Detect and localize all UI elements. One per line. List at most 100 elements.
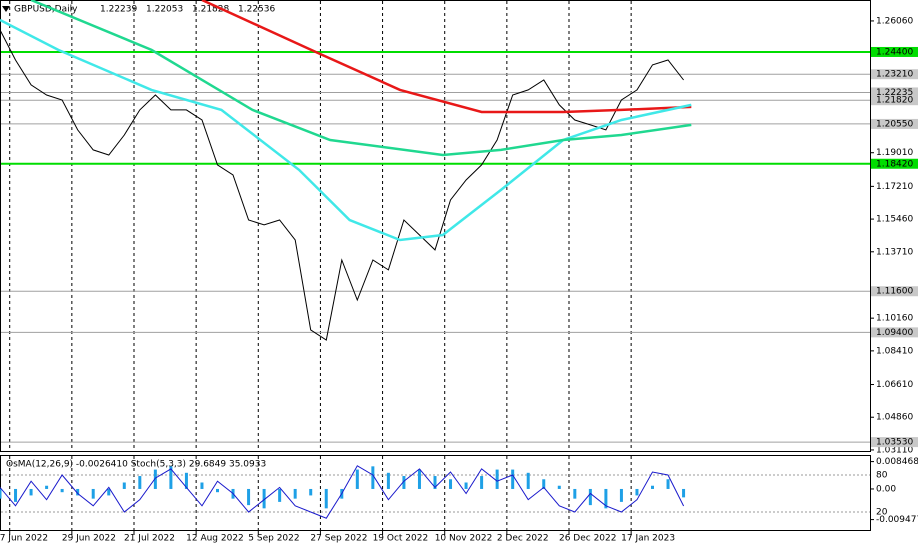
x-tick-label: 12 Aug 2022 <box>186 534 244 544</box>
ohlc-value: 1.22053 <box>146 5 183 15</box>
osma-bar <box>216 488 219 493</box>
level-label-box <box>871 46 918 57</box>
osma-bar <box>480 476 484 489</box>
osma-bar <box>417 469 421 489</box>
level-label-box <box>871 158 918 169</box>
osma-bar <box>153 469 157 489</box>
level-label: 1.03530 <box>876 438 913 448</box>
osma-bar <box>247 488 251 506</box>
osma-bar <box>122 482 126 489</box>
ohlc-value: 1.22239 <box>100 5 137 15</box>
indicator-title: OsMA(12,26,9) -0.0026410 Stoch(5,3,3) 29… <box>6 460 266 470</box>
y-tick-label: 1.03110 <box>876 445 913 455</box>
y-tick-label: 1.08410 <box>876 346 913 356</box>
level-label: 1.11600 <box>876 287 913 297</box>
osma-bar <box>91 488 95 499</box>
osma-bar <box>511 469 515 489</box>
y-tick-label: 1.10160 <box>876 314 913 324</box>
osma-bar <box>386 472 390 489</box>
osma-bar <box>542 479 546 489</box>
y-tick-label: 1.13710 <box>876 247 913 257</box>
y2-tick-label: 20 <box>876 508 888 518</box>
osma-bar <box>588 488 592 506</box>
osma-bar <box>324 488 328 509</box>
osma-bar <box>682 488 686 498</box>
series-line <box>0 18 692 242</box>
level-label-box <box>871 327 918 338</box>
osma-bar <box>619 488 623 502</box>
osma-bar <box>371 466 375 489</box>
level-label: 1.18420 <box>876 159 913 169</box>
y-tick-label: 1.17210 <box>876 182 913 192</box>
level-label: 1.22235 <box>876 88 913 98</box>
osma-bar <box>557 485 561 489</box>
ohlc-value: 1.22536 <box>238 5 275 15</box>
osma-bar <box>76 488 80 496</box>
osma-bar <box>495 469 499 489</box>
y-tick-label: 1.15460 <box>876 215 913 225</box>
y-tick-label: 1.19010 <box>876 148 913 158</box>
level-label: 1.09400 <box>876 328 913 338</box>
osma-bar <box>14 488 18 502</box>
osma-bar <box>651 485 654 489</box>
osma-bar <box>355 469 359 489</box>
x-tick-label: 26 Dec 2022 <box>559 534 617 544</box>
level-label-box <box>871 286 918 297</box>
osma-bar <box>29 488 33 496</box>
y-tick-label: 0.00 <box>876 484 896 494</box>
level-label: 1.23210 <box>876 70 913 80</box>
main-panel-frame <box>0 0 871 452</box>
series-line <box>0 29 684 341</box>
osma-bar <box>60 488 64 493</box>
osma-bar <box>464 482 468 489</box>
y-tick-label: 0.0084682 <box>876 457 918 467</box>
osma-bar <box>433 476 437 489</box>
osma-bar <box>635 488 639 496</box>
symbol-title: GBPUSD,Daily <box>14 5 78 15</box>
level-label-box <box>871 69 918 80</box>
osma-bar <box>184 472 188 489</box>
osma-bar <box>262 488 266 509</box>
osma-bar <box>107 488 111 496</box>
osma-bar <box>402 476 406 489</box>
x-tick-label: 21 Jul 2022 <box>124 534 175 544</box>
level-label-box <box>871 95 918 106</box>
osma-bar <box>0 488 2 499</box>
level-label-box <box>871 437 918 448</box>
osma-bar <box>309 488 313 496</box>
x-tick-label: 29 Jun 2022 <box>62 534 116 544</box>
osma-bar <box>604 488 608 509</box>
osma-bar <box>169 466 173 489</box>
level-label: 1.20550 <box>876 119 913 129</box>
level-label-box <box>871 87 918 98</box>
osma-bar <box>449 479 453 489</box>
level-label-box <box>871 118 918 129</box>
level-label: 1.24400 <box>876 47 913 57</box>
x-tick-label: 5 Sep 2022 <box>248 534 299 544</box>
osma-bar <box>526 472 530 489</box>
osma-bar <box>666 479 670 489</box>
x-tick-label: 7 Jun 2022 <box>0 534 48 544</box>
y-tick-label: -0.009477 <box>876 515 918 525</box>
ohlc-value: 1.21828 <box>192 5 229 15</box>
x-tick-label: 19 Oct 2022 <box>373 534 429 544</box>
y-tick-label: 1.04860 <box>876 413 913 423</box>
osma-bar <box>45 485 49 489</box>
x-tick-label: 17 Jan 2023 <box>621 534 675 544</box>
y-tick-label: 1.06610 <box>876 380 913 390</box>
series-line <box>30 0 692 157</box>
level-label: 1.21820 <box>876 96 913 106</box>
osma-bar <box>293 488 297 499</box>
y-tick-label: 1.26060 <box>876 16 913 26</box>
x-tick-label: 10 Nov 2022 <box>435 534 493 544</box>
series-line <box>201 0 692 114</box>
osma-bar <box>573 488 577 499</box>
menu-arrow[interactable] <box>2 6 10 12</box>
y2-tick-label: 80 <box>876 471 888 481</box>
x-tick-label: 2 Dec 2022 <box>497 534 549 544</box>
osma-bar <box>200 482 204 489</box>
series-line <box>0 465 685 519</box>
osma-bar <box>138 476 142 489</box>
